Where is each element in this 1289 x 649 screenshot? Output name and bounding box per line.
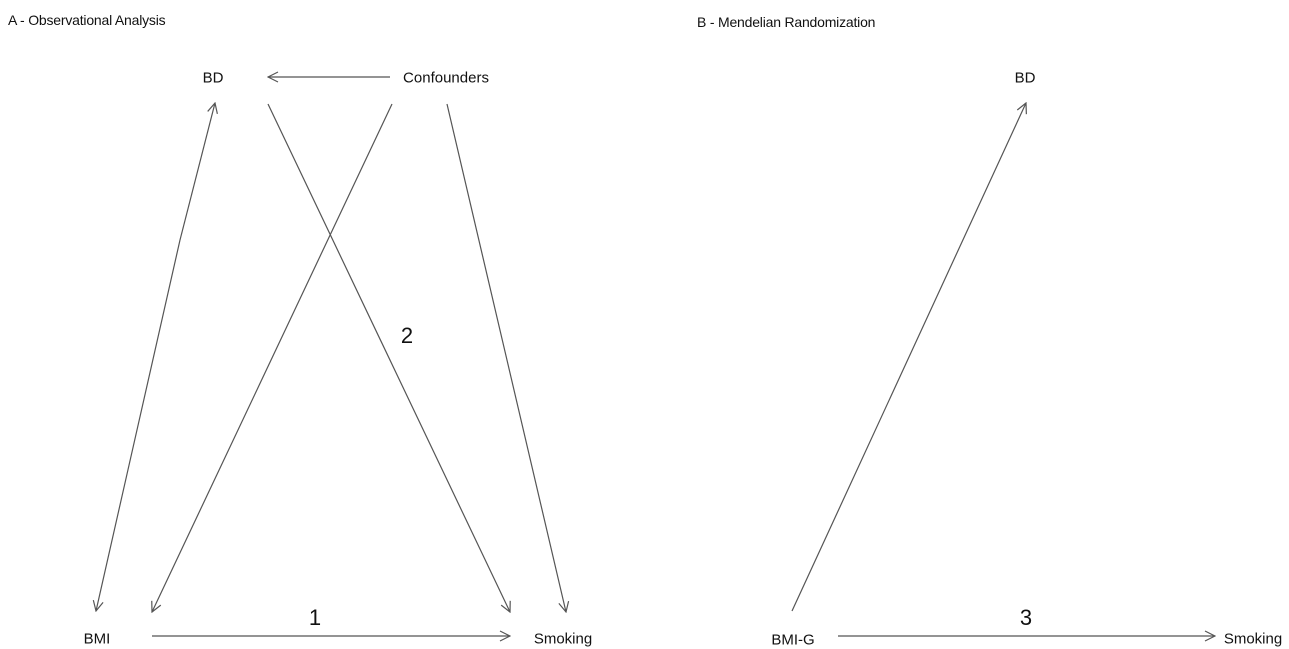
edge-label-1: 1 <box>308 605 322 630</box>
panel-a-title: A - Observational Analysis <box>8 12 166 28</box>
node-bd-mr: BD <box>1014 69 1036 87</box>
edge-bd-to-smoking <box>267 103 510 612</box>
edge-bmi-bd-right <box>96 239 181 611</box>
panel-b-title: B - Mendelian Randomization <box>697 14 876 30</box>
node-bd: BD <box>202 69 224 87</box>
edge-label-3: 3 <box>1019 605 1033 630</box>
node-confounders: Confounders <box>403 69 489 87</box>
node-smoking: Smoking <box>533 630 593 648</box>
edge-bmi-bd-left <box>179 103 215 241</box>
edge-confounders-to-smoking <box>446 103 566 612</box>
node-bmi-g: BMI-G <box>771 631 815 649</box>
edge-label-2: 2 <box>400 323 414 348</box>
node-smoking-mr: Smoking <box>1223 630 1283 648</box>
edge-confounders-to-bmi <box>152 103 393 612</box>
node-bmi: BMI <box>83 630 111 648</box>
edge-bmig-to-bd <box>791 103 1026 612</box>
